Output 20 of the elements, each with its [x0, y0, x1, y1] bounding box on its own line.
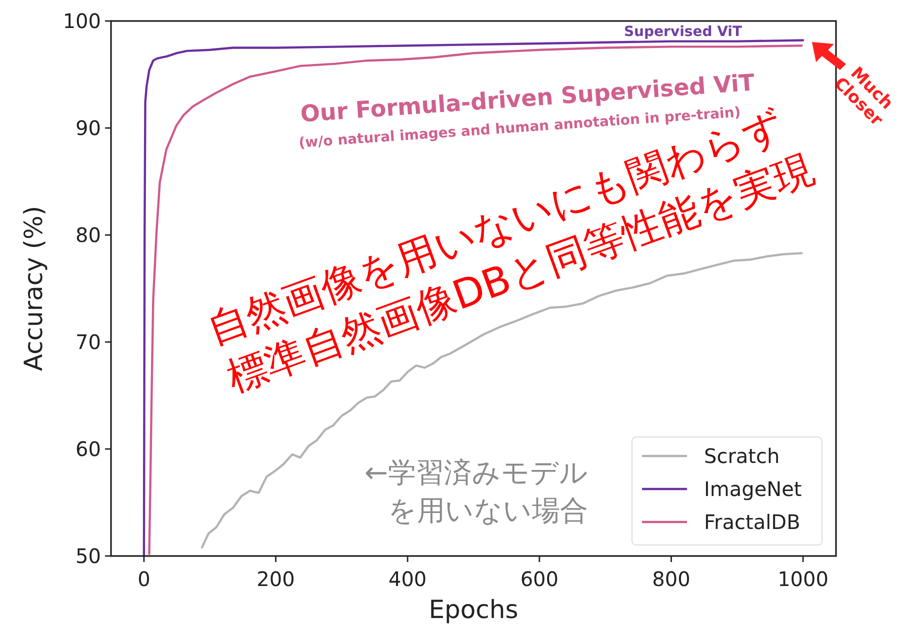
x-tick-label: 1000 [778, 567, 828, 591]
x-tick-label: 800 [652, 567, 690, 591]
y-tick-label: 70 [76, 330, 101, 354]
x-axis-title: Epochs [428, 595, 518, 624]
legend-label: ImageNet [704, 477, 802, 501]
x-tick-label: 0 [138, 567, 150, 591]
y-tick-label: 100 [62, 9, 101, 33]
x-tick-label: 200 [256, 567, 295, 591]
y-tick-label: 60 [76, 437, 101, 461]
annotation: Supervised ViT [624, 24, 742, 40]
x-tick-label: 400 [388, 567, 427, 591]
legend-label: Scratch [704, 444, 780, 468]
annotation: を用いない場合 [388, 494, 588, 527]
annotation: ←学習済みモデル [364, 456, 588, 489]
y-tick-label: 90 [76, 116, 101, 140]
x-tick-label: 600 [520, 567, 559, 591]
y-axis-title: Accuracy (%) [19, 206, 48, 372]
y-tick-label: 50 [76, 544, 101, 568]
legend-label: FractalDB [704, 510, 800, 534]
y-tick-label: 80 [76, 223, 101, 247]
